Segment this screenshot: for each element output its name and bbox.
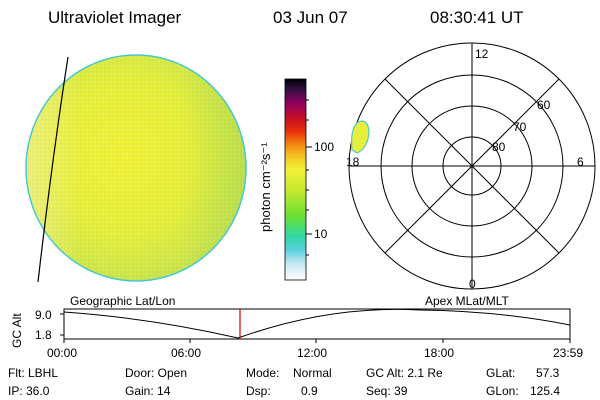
x-tick-0000: 00:00 — [47, 346, 78, 360]
uv-image-disk — [25, 54, 247, 282]
terminator-line — [37, 56, 69, 283]
timeline-plot — [60, 308, 571, 343]
y-tick-1-8: 1.8 — [35, 328, 52, 342]
gc-alt-axis-label: GC Alt — [10, 313, 24, 348]
colorbar-tick-10: 10 — [314, 227, 328, 241]
x-tick-1200: 12:00 — [297, 346, 328, 360]
colorbar-unit-label: photon cm⁻²s⁻¹ — [258, 142, 273, 232]
mlat-label-80: 80 — [492, 140, 506, 154]
dsp-value: 0.9 — [301, 384, 318, 398]
mlat-label-60: 60 — [537, 98, 551, 112]
glat-label: GLat: — [486, 366, 516, 380]
y-tick-9: 9.0 — [35, 308, 52, 322]
seq-status: Seq: 39 — [366, 384, 408, 398]
gc-alt-status: GC Alt: 2.1 Re — [366, 366, 443, 380]
x-tick-1800: 18:00 — [424, 346, 455, 360]
altitude-curve — [63, 308, 571, 339]
auroral-blob — [351, 120, 370, 154]
x-tick-0600: 06:00 — [171, 346, 202, 360]
x-tick-2359: 23:59 — [553, 346, 584, 360]
mode-value: Normal — [293, 366, 332, 380]
ip-status: IP: 36.0 — [8, 384, 50, 398]
dsp-label: Dsp: — [246, 384, 271, 398]
glon-label: GLon: — [486, 384, 519, 398]
door-status: Door: Open — [125, 366, 188, 380]
mlt-label-0: 0 — [469, 277, 476, 291]
observation-date: 03 Jun 07 — [273, 8, 348, 27]
geographic-label: Geographic Lat/Lon — [70, 294, 176, 308]
apex-label: Apex MLat/MLT — [425, 294, 509, 308]
mlat-label-70: 70 — [513, 120, 527, 134]
polar-plot — [348, 42, 596, 290]
mlt-label-6: 6 — [577, 155, 584, 169]
colorbar — [284, 78, 312, 281]
glat-value: 57.3 — [536, 366, 560, 380]
mlt-label-18: 18 — [346, 155, 360, 169]
gain-status: Gain: 14 — [125, 384, 171, 398]
filter-status: Flt: LBHL — [8, 366, 59, 380]
instrument-title: Ultraviolet Imager — [48, 8, 182, 27]
observation-time: 08:30:41 UT — [430, 8, 524, 27]
colorbar-tick-100: 100 — [314, 140, 335, 154]
mlt-label-12: 12 — [475, 47, 489, 61]
glon-value: 125.4 — [530, 384, 561, 398]
mode-label: Mode: — [246, 366, 280, 380]
